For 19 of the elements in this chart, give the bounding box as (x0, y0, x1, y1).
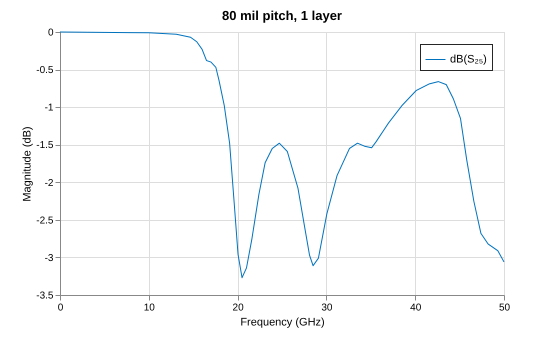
chart-title: 80 mil pitch, 1 layer (222, 8, 342, 23)
x-tick-label: 0 (58, 302, 64, 314)
y-tick-label: -2 (44, 178, 54, 189)
legend-label: dB(S₂₅) (450, 54, 487, 66)
x-tick-label: 40 (410, 302, 422, 314)
y-tick-label: -1.5 (36, 140, 54, 152)
y-axis-title: Magnitude (dB) (21, 126, 34, 202)
y-tick-label: -3 (44, 252, 54, 264)
y-tick-label: 0 (48, 28, 54, 38)
x-tick-label: 10 (144, 302, 156, 314)
x-tick-label: 20 (232, 302, 244, 314)
y-tick-label: -2.5 (36, 215, 54, 226)
x-axis-title: Frequency (GHz) (240, 316, 325, 328)
x-tick-label: 50 (498, 302, 510, 314)
y-tick-label: -1 (44, 102, 54, 114)
line-series (60, 32, 504, 278)
x-tick-label: 30 (321, 302, 333, 314)
y-tick-label: -0.5 (36, 65, 54, 76)
y-tick-label: -3.5 (36, 290, 54, 302)
